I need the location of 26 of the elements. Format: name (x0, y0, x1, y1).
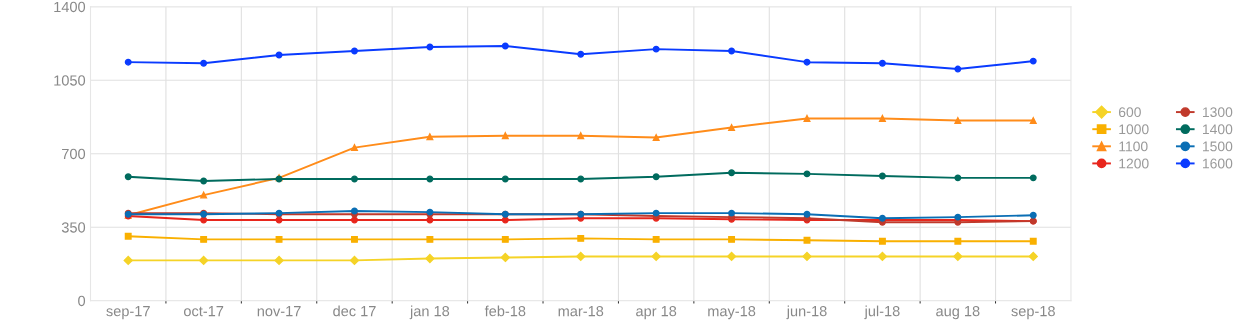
x-tick-label: jan 18 (409, 305, 450, 320)
y-tick-label: 350 (61, 222, 86, 233)
legend-label: 1400 (1203, 124, 1233, 135)
x-tick-label: dec 17 (333, 305, 376, 317)
x-tick-label: oct-17 (183, 306, 224, 317)
legend-label: 1500 (1203, 141, 1233, 152)
y-tick-label: 0 (78, 295, 86, 307)
x-tick-label: may-18 (708, 305, 756, 320)
legend-label: 600 (1118, 107, 1141, 118)
x-tick-label: apr 18 (636, 305, 677, 320)
x-tick-label: sep-18 (1011, 305, 1055, 320)
y-tick-label: 1400 (54, 1, 86, 13)
x-tick-label: aug 18 (936, 305, 980, 320)
x-tick-label: nov-17 (257, 306, 301, 317)
x-tick-label: mar-18 (558, 305, 604, 317)
y-tick-label: 700 (62, 148, 86, 160)
x-tick-label: sep-17 (106, 306, 150, 320)
x-tick-label: jun-18 (786, 305, 827, 320)
legend-label: 1300 (1203, 107, 1233, 118)
legend-label: 1000 (1119, 124, 1149, 135)
legend-label: 1200 (1119, 158, 1149, 169)
legend-label: 1600 (1203, 158, 1233, 169)
x-tick-label: feb-18 (484, 305, 526, 317)
x-tick-label: jul-18 (864, 305, 900, 320)
y-tick-label: 1050 (54, 75, 86, 86)
legend-label: 1100 (1119, 141, 1148, 152)
